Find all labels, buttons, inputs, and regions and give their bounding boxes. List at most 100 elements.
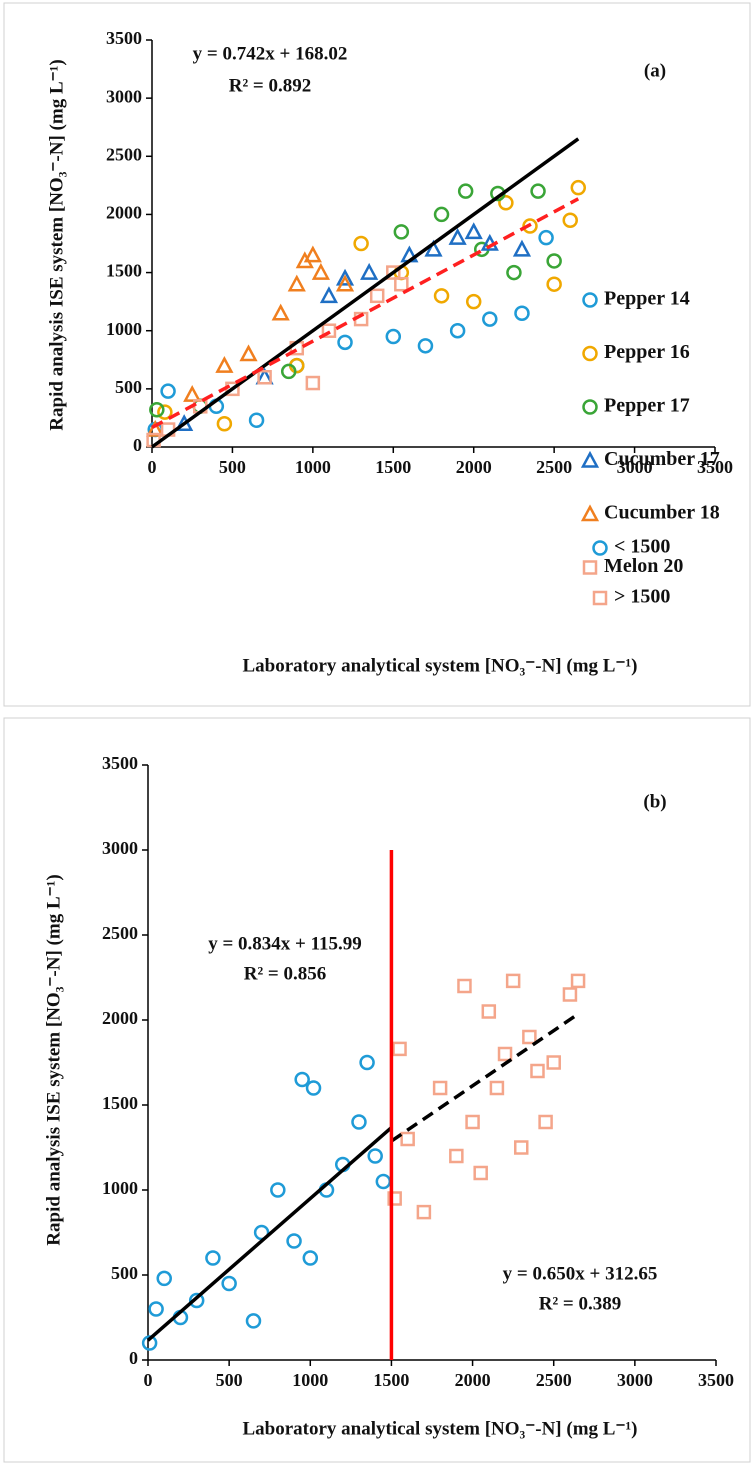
- x-tick-label: 1500: [373, 1370, 409, 1390]
- x-tick-label: 1000: [295, 457, 331, 477]
- y-tick-label: 1500: [106, 261, 142, 281]
- equation: y = 0.650x + 312.65: [503, 1263, 658, 1284]
- point: [385, 328, 402, 345]
- equation: y = 0.742x + 168.02: [193, 43, 348, 64]
- y-tick-label: 2500: [106, 144, 142, 164]
- trend-line: [150, 137, 580, 449]
- point: [353, 235, 369, 252]
- y-tick-label: 3000: [102, 838, 138, 858]
- point: [570, 973, 586, 989]
- trend-line: [390, 1012, 580, 1143]
- point: [146, 419, 165, 437]
- point: [245, 1313, 262, 1329]
- point: [148, 1301, 164, 1317]
- point: [321, 323, 337, 338]
- point: [538, 229, 554, 246]
- point: [570, 179, 587, 196]
- point: [417, 338, 434, 354]
- point: [449, 322, 466, 339]
- point: [562, 987, 578, 1002]
- point: [335, 274, 355, 292]
- point: [514, 305, 530, 322]
- point: [433, 288, 450, 304]
- legend-label: Pepper 16: [604, 341, 690, 363]
- panel-frame: [3, 2, 751, 707]
- point: [506, 264, 522, 281]
- y-tick-label: 1000: [106, 319, 142, 339]
- point: [514, 1140, 529, 1155]
- point: [546, 253, 562, 269]
- point: [183, 385, 202, 402]
- point: [287, 274, 306, 292]
- legend-marker: [592, 590, 608, 606]
- x-tick-label: 3500: [698, 1370, 734, 1390]
- point: [546, 276, 562, 292]
- point: [530, 1063, 545, 1079]
- y-tick-label: 2000: [106, 203, 142, 223]
- point: [449, 1148, 464, 1164]
- point: [160, 383, 176, 399]
- y-tick-label: 3500: [102, 753, 138, 773]
- panel-label: (b): [643, 791, 666, 812]
- point: [394, 276, 409, 292]
- point: [530, 183, 546, 199]
- equation: R² = 0.856: [244, 963, 327, 984]
- legend-label: Pepper 17: [604, 395, 690, 417]
- point: [188, 1292, 205, 1309]
- point: [270, 1182, 286, 1198]
- point: [337, 334, 353, 351]
- point: [416, 1204, 432, 1220]
- point: [319, 286, 339, 304]
- y-tick-label: 2000: [102, 1008, 138, 1028]
- panel-label: (a): [644, 60, 666, 81]
- legend-label: Cucumber 18: [604, 502, 720, 524]
- x-tick-label: 500: [219, 457, 246, 477]
- point: [457, 183, 474, 199]
- point: [369, 288, 385, 304]
- x-tick-label: 2500: [536, 457, 572, 477]
- point: [215, 355, 234, 373]
- legend-marker: [580, 504, 600, 522]
- x-tick-label: 0: [148, 457, 157, 477]
- legend-marker: [582, 292, 598, 308]
- point: [498, 195, 514, 211]
- y-tick-label: 3500: [106, 28, 142, 48]
- point: [305, 1080, 322, 1096]
- point: [257, 369, 272, 385]
- point: [216, 415, 233, 432]
- point: [286, 1233, 302, 1249]
- point: [489, 1080, 505, 1096]
- x-tick-label: 2000: [456, 457, 492, 477]
- x-axis-label: Laboratory analytical system [NO₃⁻-N] (m…: [242, 655, 637, 676]
- point: [522, 1029, 537, 1045]
- point: [522, 218, 538, 234]
- point: [294, 1071, 310, 1088]
- y-tick-label: 2500: [102, 923, 138, 943]
- point: [205, 1250, 221, 1266]
- point: [400, 1131, 415, 1147]
- legend-marker: [580, 450, 600, 468]
- y-axis-label: Rapid analysis ISE system [NO₃⁻-N] (mg L…: [46, 59, 67, 430]
- y-tick-label: 1500: [102, 1093, 138, 1113]
- point: [393, 224, 410, 240]
- x-tick-label: 0: [144, 1370, 153, 1390]
- panel-frame: [3, 717, 751, 1463]
- point: [505, 973, 521, 989]
- point: [351, 1114, 367, 1130]
- point: [141, 1335, 158, 1351]
- point: [464, 222, 483, 240]
- x-tick-label: 3500: [697, 457, 733, 477]
- legend-label: Melon 20: [604, 555, 683, 577]
- point: [482, 311, 498, 327]
- legend-label: Pepper 14: [604, 288, 690, 310]
- point: [303, 245, 322, 263]
- point: [280, 363, 297, 380]
- y-axis-label: Rapid analysis ISE system [NO₃⁻-N] (mg L…: [43, 874, 64, 1245]
- y-tick-label: 0: [133, 435, 142, 455]
- point: [457, 978, 472, 994]
- point: [562, 212, 578, 228]
- equation: R² = 0.892: [229, 75, 312, 96]
- legend-marker: [582, 560, 598, 575]
- legend-label: > 1500: [614, 586, 670, 608]
